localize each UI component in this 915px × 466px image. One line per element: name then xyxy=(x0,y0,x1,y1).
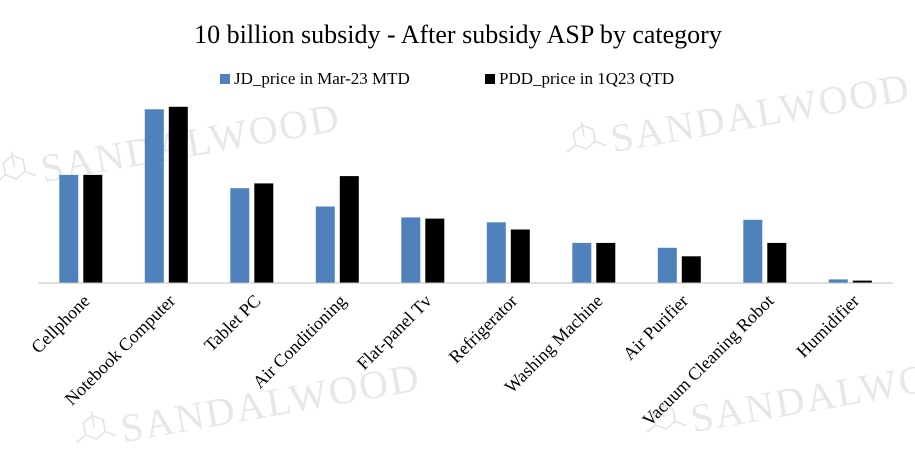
chart-title: 10 billion subsidy - After subsidy ASP b… xyxy=(194,20,722,49)
watermark-logo-icon xyxy=(76,411,117,444)
legend-label-2: PDD_price in 1Q23 QTD xyxy=(499,69,674,88)
bar-1-3 xyxy=(230,188,250,283)
bar-2-10 xyxy=(852,280,872,283)
bar-1-9 xyxy=(743,219,763,283)
bar-1-6 xyxy=(486,222,506,284)
watermark: SANDALWOOD xyxy=(76,354,424,451)
bar-1-1 xyxy=(59,174,79,283)
watermark-logo-icon xyxy=(0,151,37,184)
bar-2-2 xyxy=(168,106,188,283)
watermark-logo-icon xyxy=(566,121,607,154)
bar-2-1 xyxy=(83,174,103,283)
bar-1-5 xyxy=(401,217,421,283)
bar-2-6 xyxy=(510,229,530,283)
x-tick-label: Refrigerator xyxy=(445,291,521,367)
watermark-logo-icon xyxy=(646,401,687,434)
bar-1-8 xyxy=(657,247,677,283)
bar-1-2 xyxy=(144,109,164,283)
plot-area xyxy=(59,106,872,284)
watermark-text: SANDALWOOD xyxy=(37,94,344,191)
legend-swatch-1 xyxy=(220,74,230,84)
legend-swatch-2 xyxy=(485,74,495,84)
bar-1-10 xyxy=(828,279,848,283)
x-tick-label: Humidifier xyxy=(792,291,863,362)
bar-2-3 xyxy=(254,183,274,283)
bar-2-9 xyxy=(767,242,787,283)
bar-2-4 xyxy=(339,176,359,283)
x-tick-label: Tablet PC xyxy=(200,291,265,356)
bar-2-7 xyxy=(596,242,616,283)
bar-1-7 xyxy=(572,242,592,283)
bar-2-8 xyxy=(681,256,701,283)
x-tick-label: Air Purifier xyxy=(619,291,692,364)
legend-label-1: JD_price in Mar-23 MTD xyxy=(234,69,410,88)
bar-2-5 xyxy=(425,218,445,283)
legend: JD_price in Mar-23 MTD PDD_price in 1Q23 … xyxy=(220,69,674,88)
x-tick-label: Cellphone xyxy=(27,291,93,357)
bar-1-4 xyxy=(315,206,335,283)
